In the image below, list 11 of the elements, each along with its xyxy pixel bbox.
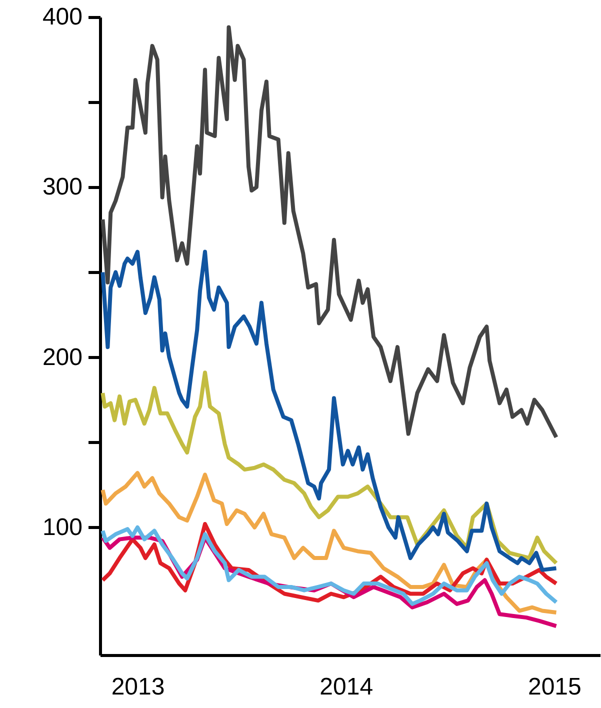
line-series [100,250,558,572]
y-tick-label: 100 [42,514,82,541]
line-series [100,470,558,614]
x-tick-label: 2015 [528,674,582,700]
y-tick-label: 300 [42,174,82,201]
x-tick-label: 2014 [320,674,374,700]
line-series [100,25,558,440]
y-tick-label: 400 [42,4,82,30]
line-series [100,370,558,566]
y-tick-label: 200 [42,344,82,371]
x-tick-label: 2013 [111,674,165,700]
